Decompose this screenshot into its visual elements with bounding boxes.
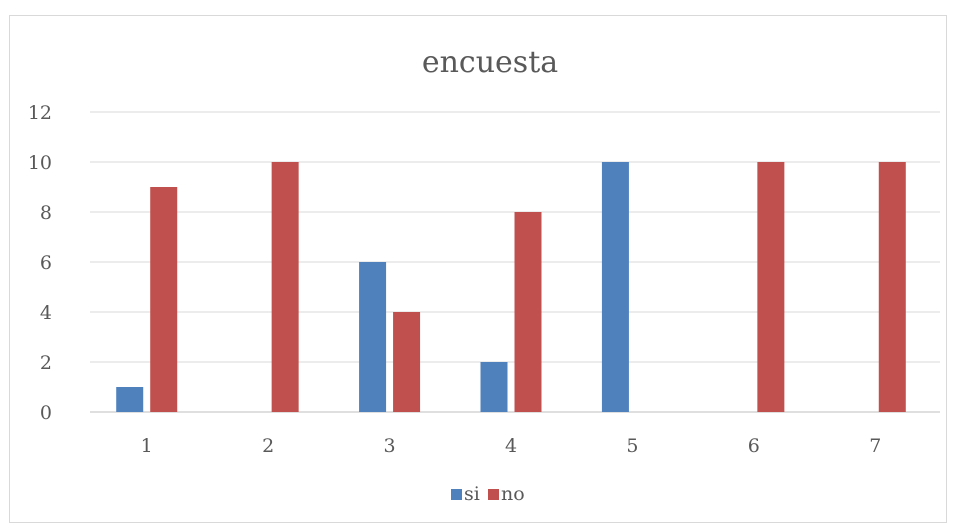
y-tick-label: 0	[40, 402, 52, 424]
x-tick-label: 1	[141, 435, 153, 457]
y-tick-label: 12	[28, 102, 52, 124]
y-tick-label: 8	[40, 202, 52, 224]
bar-no-6	[757, 162, 785, 412]
y-axis-ticks: 0 2 4 6 8 10 12	[28, 102, 52, 424]
x-tick-label: 5	[626, 435, 638, 457]
bars	[116, 162, 906, 412]
bar-si-5	[601, 162, 629, 412]
legend-label-no: no	[501, 483, 525, 505]
x-axis-ticks: 1 2 3 4 5 6 7	[141, 435, 882, 457]
bar-si-1	[116, 387, 144, 412]
bar-no-2	[271, 162, 299, 412]
legend: si no	[451, 483, 525, 505]
x-tick-label: 3	[384, 435, 396, 457]
bar-si-3	[359, 262, 387, 412]
chart-title: encuesta	[422, 45, 558, 80]
x-tick-label: 4	[505, 435, 517, 457]
bar-si-4	[480, 362, 508, 412]
legend-swatch-si	[451, 489, 462, 500]
y-tick-label: 10	[28, 152, 52, 174]
x-tick-label: 2	[262, 435, 274, 457]
bar-no-1	[150, 187, 178, 412]
x-tick-label: 6	[748, 435, 760, 457]
y-tick-label: 4	[40, 302, 52, 324]
x-tick-label: 7	[869, 435, 881, 457]
legend-swatch-no	[488, 489, 499, 500]
bar-no-4	[514, 212, 542, 412]
y-tick-label: 2	[40, 352, 52, 374]
legend-label-si: si	[464, 483, 480, 505]
y-tick-label: 6	[40, 252, 52, 274]
bar-no-7	[878, 162, 906, 412]
bar-no-3	[393, 312, 421, 412]
